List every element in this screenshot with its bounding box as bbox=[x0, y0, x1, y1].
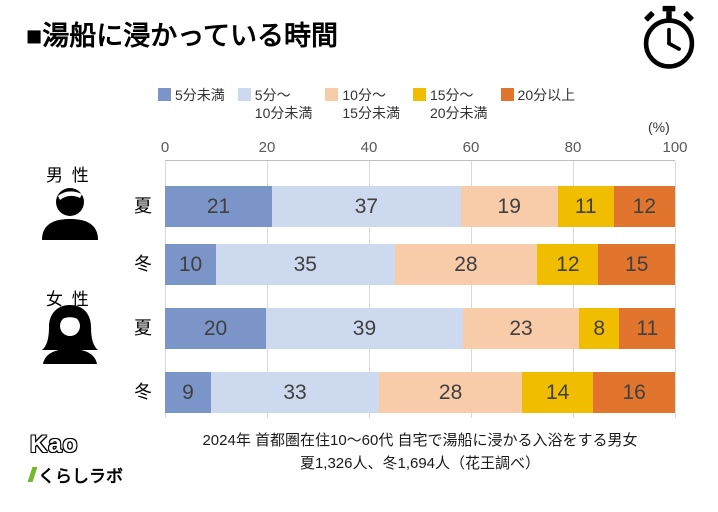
group-label-male: 男 性 bbox=[46, 166, 91, 185]
stacked-bar: 10 35 28 12 15 bbox=[165, 244, 675, 285]
legend-swatch bbox=[500, 88, 514, 101]
male-person-icon bbox=[40, 186, 100, 245]
bar-value: 28 bbox=[438, 380, 463, 404]
bar-segment: 23 bbox=[462, 308, 580, 349]
kao-logo: Kao くらしラボ bbox=[27, 431, 123, 487]
legend-item: 15分～ 20分未満 bbox=[412, 86, 488, 122]
legend-swatch bbox=[412, 88, 426, 101]
legend-label: 20分以上 bbox=[517, 87, 576, 103]
bar-segment: 21 bbox=[165, 186, 273, 227]
bar-segment: 11 bbox=[557, 186, 614, 227]
bar-segment: 37 bbox=[272, 186, 461, 227]
bar-segment: 14 bbox=[521, 372, 594, 413]
bar-segment: 12 bbox=[613, 186, 675, 227]
gridline bbox=[573, 161, 574, 418]
row-label: 夏 bbox=[134, 196, 152, 216]
row-label: 夏 bbox=[134, 318, 152, 338]
x-tick-label: 100 bbox=[662, 139, 688, 156]
footer-line2: 夏1,326人、冬1,694人（花王調べ） bbox=[299, 455, 541, 473]
bar-value: 19 bbox=[497, 194, 521, 218]
stacked-bar: 9 33 28 14 16 bbox=[165, 372, 675, 413]
stacked-bar: 20 39 23 8 11 bbox=[165, 308, 675, 349]
legend-label: 15分～ 20分未満 bbox=[429, 87, 488, 122]
legend-swatch bbox=[325, 88, 339, 101]
bar-segment: 20 bbox=[165, 308, 266, 349]
legend-item: 10分～ 15分未満 bbox=[325, 86, 400, 122]
bar-segment: 33 bbox=[210, 372, 380, 413]
x-tick-label: 20 bbox=[258, 139, 276, 156]
bar-value: 16 bbox=[622, 380, 646, 404]
gridline bbox=[267, 161, 268, 418]
kurashi-labo-text: くらしラボ bbox=[38, 467, 123, 486]
bar-segment: 35 bbox=[216, 244, 395, 285]
gridline bbox=[675, 161, 676, 418]
bar-value: 10 bbox=[178, 252, 203, 276]
gridline bbox=[165, 161, 166, 418]
legend-swatch bbox=[158, 88, 171, 101]
female-person-icon bbox=[39, 304, 101, 369]
x-tick-label: 80 bbox=[564, 139, 582, 156]
footer-line1: 2024年 首都圏在住10～60代 自宅で湯船に浸かる入浴をする男女 bbox=[202, 432, 638, 449]
stacked-bar-chart: 0 20 40 60 80 100 夏 21 37 19 11 12 冬 10 35 28 12 15 夏 20 39 2… bbox=[134, 139, 688, 418]
kurashi-labo-wordmark: くらしラボ bbox=[27, 462, 123, 487]
x-tick-label: 0 bbox=[160, 139, 170, 156]
kao-brand-text: Kao bbox=[30, 431, 79, 458]
bar-value: 20 bbox=[203, 316, 228, 340]
bar-value: 12 bbox=[632, 194, 657, 218]
legend-label: 10分～ 15分未満 bbox=[342, 87, 400, 122]
row-label: 冬 bbox=[134, 382, 152, 402]
bar-value: 21 bbox=[206, 194, 231, 218]
gridline bbox=[369, 161, 370, 418]
bar-value: 33 bbox=[283, 380, 307, 404]
bar-segment: 11 bbox=[619, 308, 675, 349]
bar-value: 8 bbox=[593, 316, 606, 340]
bar-value: 12 bbox=[556, 252, 580, 276]
page-title: ■湯船に浸かっている時間 bbox=[26, 21, 338, 51]
bar-value: 35 bbox=[293, 252, 317, 276]
stacked-bar: 21 37 19 11 12 bbox=[165, 186, 675, 227]
x-tick-label: 40 bbox=[360, 139, 378, 156]
bar-segment: 12 bbox=[537, 244, 599, 285]
legend-swatch bbox=[237, 88, 251, 101]
footer-note: 2024年 首都圏在住10～60代 自宅で湯船に浸かる入浴をする男女 夏1,32… bbox=[140, 429, 700, 476]
bar-value: 11 bbox=[636, 316, 659, 340]
bar-value: 23 bbox=[509, 316, 533, 340]
legend-item: 5分未満 bbox=[158, 86, 225, 122]
x-tick-label: 60 bbox=[462, 139, 480, 156]
stopwatch-icon bbox=[636, 5, 702, 76]
gridline bbox=[471, 161, 472, 418]
bar-value: 9 bbox=[182, 380, 194, 404]
bar-value: 37 bbox=[354, 194, 379, 218]
bar-value: 11 bbox=[574, 194, 597, 218]
percent-unit-label: (%) bbox=[648, 119, 670, 135]
bar-segment: 15 bbox=[598, 244, 675, 285]
bar-segment: 8 bbox=[579, 308, 620, 349]
row-label: 冬 bbox=[134, 254, 152, 274]
legend: 5分未満 5分～ 10分未満 10分～ 15分未満 15分～ 20分未満 20分以上 bbox=[158, 86, 575, 122]
logo-green-mark bbox=[27, 467, 38, 482]
legend-label: 5分～ 10分未満 bbox=[254, 87, 313, 122]
legend-item: 5分～ 10分未満 bbox=[237, 86, 313, 122]
legend-item: 20分以上 bbox=[500, 86, 576, 122]
bar-segment: 9 bbox=[165, 372, 211, 413]
bar-value: 14 bbox=[546, 380, 570, 404]
bar-segment: 28 bbox=[394, 244, 538, 285]
bar-value: 15 bbox=[625, 252, 649, 276]
bar-value: 28 bbox=[454, 252, 478, 276]
bar-segment: 10 bbox=[165, 244, 216, 285]
bar-segment: 16 bbox=[593, 372, 675, 413]
bar-value: 39 bbox=[352, 316, 377, 340]
bar-segment: 19 bbox=[460, 186, 558, 227]
bar-segment: 39 bbox=[266, 308, 463, 349]
legend-label: 5分未満 bbox=[175, 87, 225, 103]
group-label-female: 女 性 bbox=[46, 290, 91, 309]
bar-segment: 28 bbox=[379, 372, 522, 413]
